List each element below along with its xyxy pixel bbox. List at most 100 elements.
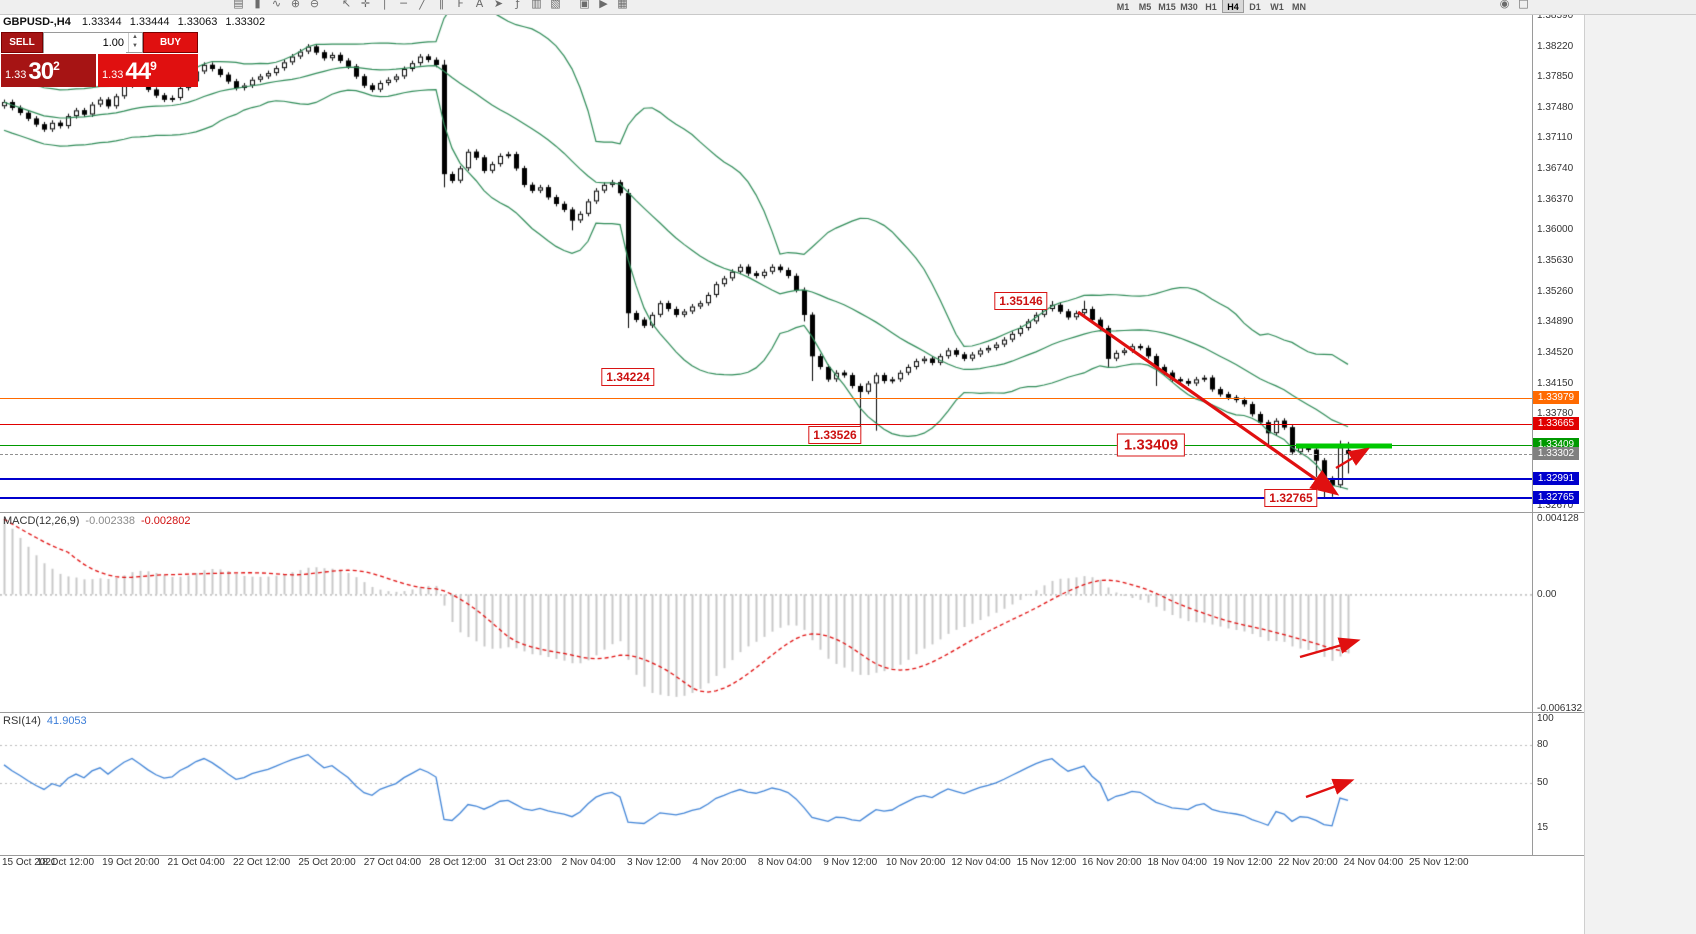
rsi-name: RSI(14): [3, 715, 41, 727]
price-axis-label: 1.37110: [1537, 132, 1573, 143]
timeframe-m30[interactable]: M30: [1180, 2, 1198, 12]
fibonacci-icon[interactable]: F: [457, 0, 464, 10]
time-axis-label[interactable]: 12 Nov 04:00: [951, 857, 1011, 868]
timeframe-m1[interactable]: M1: [1116, 2, 1130, 12]
macd-panel-separator[interactable]: [0, 512, 1584, 513]
time-axis-label[interactable]: 8 Nov 04:00: [757, 857, 812, 868]
indicators-icon[interactable]: ƒ: [515, 0, 520, 10]
sell-quote-button[interactable]: 1.33 30 2: [1, 54, 96, 87]
price-axis-label: 1.36740: [1537, 163, 1574, 174]
time-axis-label[interactable]: 22 Nov 20:00: [1278, 857, 1338, 868]
volume-input[interactable]: [44, 33, 126, 53]
period-icon[interactable]: ▧: [550, 0, 561, 10]
time-axis-label[interactable]: 18 Nov 04:00: [1147, 857, 1207, 868]
time-axis-label[interactable]: 27 Oct 04:00: [363, 857, 422, 868]
channel-icon[interactable]: ∥: [438, 0, 445, 10]
tile-windows-icon[interactable]: ▦: [617, 0, 628, 10]
buy-quote-button[interactable]: 1.33 44 9: [98, 54, 198, 87]
price-axis-label: 1.38590: [1537, 10, 1574, 21]
time-axis-label[interactable]: 22 Oct 12:00: [232, 857, 291, 868]
top-toolbar: ▤ ▮ ∿ ⊕ ⊖ ↖ ✛ │ ─ ╱ ∥ F A ➤ ƒ ▥ ▧ ▣ ▶ ▦ ◉ □ M1 M5 M15 M30 H1 H4 D1 W1…: [0, 0, 1696, 15]
symbol-title: GBPUSD-,H4: [3, 16, 71, 28]
ohlc-low: 1.33063: [177, 16, 218, 28]
timeframe-d1[interactable]: D1: [1249, 2, 1261, 12]
horizontal-level-line[interactable]: [0, 454, 1532, 455]
vertical-line-icon[interactable]: │: [381, 0, 388, 10]
rsi-panel-separator[interactable]: [0, 712, 1584, 713]
sell-button[interactable]: SELL: [1, 32, 43, 53]
buy-button[interactable]: BUY: [143, 32, 198, 53]
text-label-icon[interactable]: A: [475, 0, 484, 10]
time-axis-label[interactable]: 28 Oct 12:00: [429, 857, 487, 868]
ohlc-close: 1.33302: [225, 16, 266, 28]
time-axis-label[interactable]: 19 Oct 20:00: [102, 857, 160, 868]
autotrading-icon[interactable]: ▶: [599, 0, 608, 10]
horizontal-level-line[interactable]: [0, 478, 1532, 480]
price-axis-label: 1.35260: [1537, 286, 1574, 297]
spinner-down-icon[interactable]: ▼: [132, 43, 138, 49]
time-axis-label[interactable]: 16 Nov 20:00: [1082, 857, 1142, 868]
templates-icon[interactable]: ▥: [531, 0, 542, 10]
time-axis-label[interactable]: 25 Oct 20:00: [298, 857, 356, 868]
rsi-label: RSI(14) 41.9053: [3, 715, 87, 727]
price-axis-label: 1.36370: [1537, 194, 1574, 205]
time-axis-label[interactable]: 10 Nov 20:00: [885, 857, 946, 868]
time-axis-label[interactable]: 24 Nov 04:00: [1343, 857, 1404, 868]
line-chart-icon[interactable]: ∿: [271, 0, 282, 10]
bar-chart-icon[interactable]: ▤: [233, 0, 244, 10]
time-axis-label[interactable]: 18 Oct 12:00: [36, 857, 95, 868]
price-axis-border: [1532, 14, 1533, 855]
buy-price-prefix: 1.33: [102, 69, 124, 81]
ohlc-high: 1.33444: [129, 16, 170, 28]
horizontal-level-line[interactable]: [0, 497, 1532, 499]
navigator-icon[interactable]: ◉: [1499, 0, 1510, 10]
timeframe-m5[interactable]: M5: [1138, 2, 1152, 12]
ohlc-open: 1.33344: [81, 16, 122, 28]
spinner-up-icon[interactable]: ▲: [132, 34, 138, 40]
volume-spinner[interactable]: ▲ ▼: [128, 33, 141, 52]
time-axis-label[interactable]: 2 Nov 04:00: [561, 857, 616, 868]
time-axis-label[interactable]: 19 Nov 12:00: [1212, 857, 1273, 868]
main-chart-canvas[interactable]: [0, 14, 1532, 512]
time-axis-label[interactable]: 25 Nov 12:00: [1409, 857, 1469, 868]
candlestick-chart-icon[interactable]: ▮: [254, 0, 261, 10]
trendline-icon[interactable]: ╱: [419, 0, 426, 10]
rsi-scale-label: 100: [1537, 713, 1554, 724]
horizontal-line-icon[interactable]: ─: [400, 0, 407, 10]
macd-label: MACD(12,26,9) -0.002338 -0.002802: [3, 515, 191, 527]
arrows-icon[interactable]: ➤: [493, 0, 504, 10]
terminal-icon[interactable]: □: [1518, 0, 1529, 10]
macd-panel-canvas[interactable]: [0, 513, 1532, 711]
time-axis-label[interactable]: 15 Oct 2021: [2, 857, 57, 868]
time-axis-label[interactable]: 3 Nov 12:00: [627, 857, 681, 868]
price-line-badge: 1.33665: [1533, 417, 1579, 430]
time-axis-label[interactable]: 31 Oct 23:00: [494, 857, 552, 868]
time-axis-label[interactable]: 15 Nov 12:00: [1016, 857, 1077, 868]
time-axis-separator: [0, 855, 1584, 856]
timeframe-mn[interactable]: MN: [1292, 2, 1306, 12]
macd-scale-label: 0.004128: [1537, 513, 1579, 524]
rsi-panel-canvas[interactable]: [0, 713, 1532, 854]
zoom-out-icon[interactable]: ⊖: [309, 0, 320, 10]
price-annotation-label: 1.32765: [1264, 489, 1318, 507]
new-order-icon[interactable]: ▣: [579, 0, 590, 10]
price-line-badge: 1.33302: [1533, 447, 1579, 460]
time-axis-label[interactable]: 9 Nov 12:00: [823, 857, 878, 868]
timeframe-w1[interactable]: W1: [1270, 2, 1284, 12]
horizontal-level-line[interactable]: [0, 424, 1532, 425]
cursor-icon[interactable]: ↖: [341, 0, 352, 10]
horizontal-level-line[interactable]: [0, 445, 1532, 446]
timeframe-h4[interactable]: H4: [1222, 0, 1244, 13]
timeframe-h1[interactable]: H1: [1205, 2, 1217, 12]
price-axis-label: 1.33780: [1537, 408, 1574, 419]
time-axis-label[interactable]: 4 Nov 20:00: [692, 857, 747, 868]
rsi-value: 41.9053: [46, 715, 87, 727]
time-axis-label[interactable]: 21 Oct 04:00: [167, 857, 225, 868]
horizontal-level-line[interactable]: [0, 398, 1532, 399]
crosshair-icon[interactable]: ✛: [360, 0, 371, 10]
right-margin: [1584, 14, 1696, 934]
sell-price-prefix: 1.33: [5, 69, 27, 81]
timeframe-m15[interactable]: M15: [1158, 2, 1176, 12]
zoom-in-icon[interactable]: ⊕: [290, 0, 301, 10]
